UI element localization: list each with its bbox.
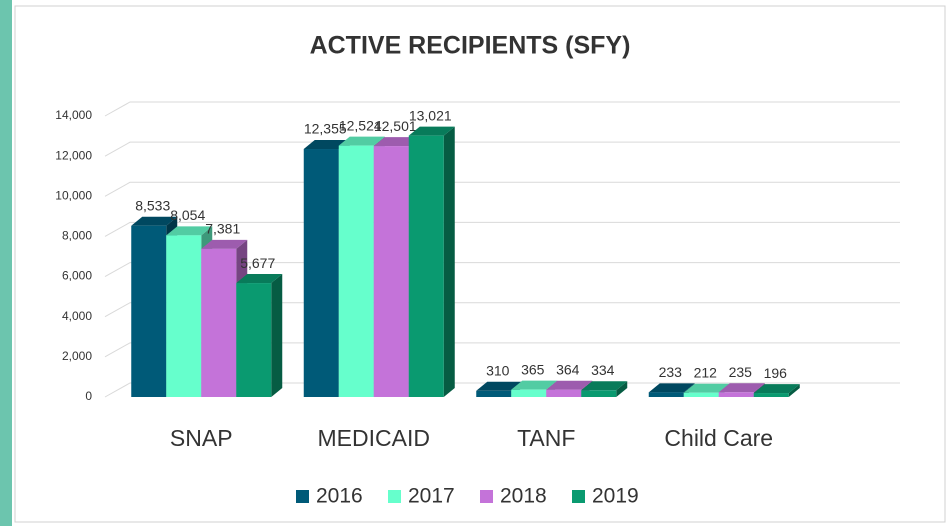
x-tick-label: SNAP bbox=[170, 425, 233, 451]
y-tick-label: 12,000 bbox=[55, 148, 92, 162]
value-label: 8,054 bbox=[170, 207, 205, 223]
bar-top bbox=[511, 380, 558, 390]
y-tick-label: 14,000 bbox=[55, 108, 92, 122]
value-label: 235 bbox=[729, 364, 753, 380]
grid-line bbox=[104, 181, 900, 197]
legend-swatch bbox=[388, 490, 401, 503]
value-label: 233 bbox=[659, 364, 683, 380]
bar-top bbox=[718, 383, 765, 393]
bar bbox=[546, 389, 582, 397]
bar-side bbox=[616, 381, 628, 397]
bar bbox=[683, 392, 719, 397]
value-label: 8,533 bbox=[135, 197, 170, 213]
value-label: 12,355 bbox=[304, 121, 347, 137]
bar-top bbox=[546, 380, 593, 390]
bar bbox=[236, 283, 272, 397]
y-tick-label: 8,000 bbox=[62, 229, 92, 243]
value-label: 7,381 bbox=[205, 221, 240, 237]
bar-side bbox=[443, 126, 455, 397]
legend-swatch bbox=[480, 490, 493, 503]
bar-top bbox=[236, 274, 283, 284]
bar-top bbox=[131, 216, 178, 226]
bar-top bbox=[648, 383, 695, 393]
y-tick-label: 4,000 bbox=[62, 309, 92, 323]
grid-line bbox=[104, 221, 900, 237]
y-tick-label: 2,000 bbox=[62, 349, 92, 363]
y-tick-label: 6,000 bbox=[62, 269, 92, 283]
legend-label: 2017 bbox=[408, 485, 455, 508]
bar-top bbox=[338, 136, 385, 146]
bar-top bbox=[166, 226, 213, 236]
bar bbox=[581, 390, 617, 397]
grid-line bbox=[104, 262, 900, 278]
bar bbox=[511, 389, 547, 397]
bar bbox=[201, 248, 237, 397]
value-label: 12,524 bbox=[339, 117, 382, 133]
value-label: 364 bbox=[556, 361, 580, 377]
value-label: 334 bbox=[591, 362, 615, 378]
chart-title: ACTIVE RECIPIENTS (SFY) bbox=[310, 32, 631, 60]
value-label: 5,677 bbox=[240, 255, 275, 271]
bar-top bbox=[683, 383, 730, 393]
value-label: 196 bbox=[764, 365, 788, 381]
bar bbox=[648, 392, 684, 397]
side-strip bbox=[0, 0, 12, 526]
bar-top bbox=[303, 140, 350, 150]
grid-line bbox=[104, 342, 900, 358]
bar bbox=[373, 146, 409, 397]
grid-line bbox=[104, 382, 900, 398]
bar bbox=[166, 235, 202, 397]
value-label: 365 bbox=[521, 361, 545, 377]
bar bbox=[718, 392, 754, 397]
bar bbox=[476, 390, 512, 397]
x-tick-label: MEDICAID bbox=[318, 425, 430, 451]
bar-top bbox=[201, 239, 248, 249]
grid-line bbox=[104, 302, 900, 318]
grid-line bbox=[104, 141, 900, 157]
bar bbox=[303, 149, 339, 397]
y-tick-label: 0 bbox=[85, 389, 92, 403]
legend-swatch bbox=[572, 490, 585, 503]
value-label: 212 bbox=[694, 364, 718, 380]
value-label: 12,501 bbox=[374, 118, 417, 134]
legend-label: 2019 bbox=[592, 485, 639, 508]
bar-top bbox=[581, 381, 628, 391]
value-label: 13,021 bbox=[409, 107, 452, 123]
bar bbox=[753, 393, 789, 397]
value-label: 310 bbox=[486, 362, 510, 378]
bar bbox=[131, 225, 167, 397]
grid-line bbox=[104, 101, 900, 117]
bar-top bbox=[753, 384, 800, 394]
y-tick-label: 10,000 bbox=[55, 188, 92, 202]
bar bbox=[338, 145, 374, 397]
bar-top bbox=[408, 126, 455, 136]
x-tick-label: TANF bbox=[517, 425, 575, 451]
bar-top bbox=[373, 137, 420, 147]
legend-label: 2016 bbox=[316, 485, 363, 508]
x-tick-label: Child Care bbox=[664, 425, 773, 451]
bar-side bbox=[271, 274, 283, 397]
legend-label: 2018 bbox=[500, 485, 547, 508]
bar-side bbox=[788, 384, 800, 397]
bar-top bbox=[476, 381, 523, 391]
legend-swatch bbox=[296, 490, 309, 503]
bar bbox=[408, 135, 444, 397]
